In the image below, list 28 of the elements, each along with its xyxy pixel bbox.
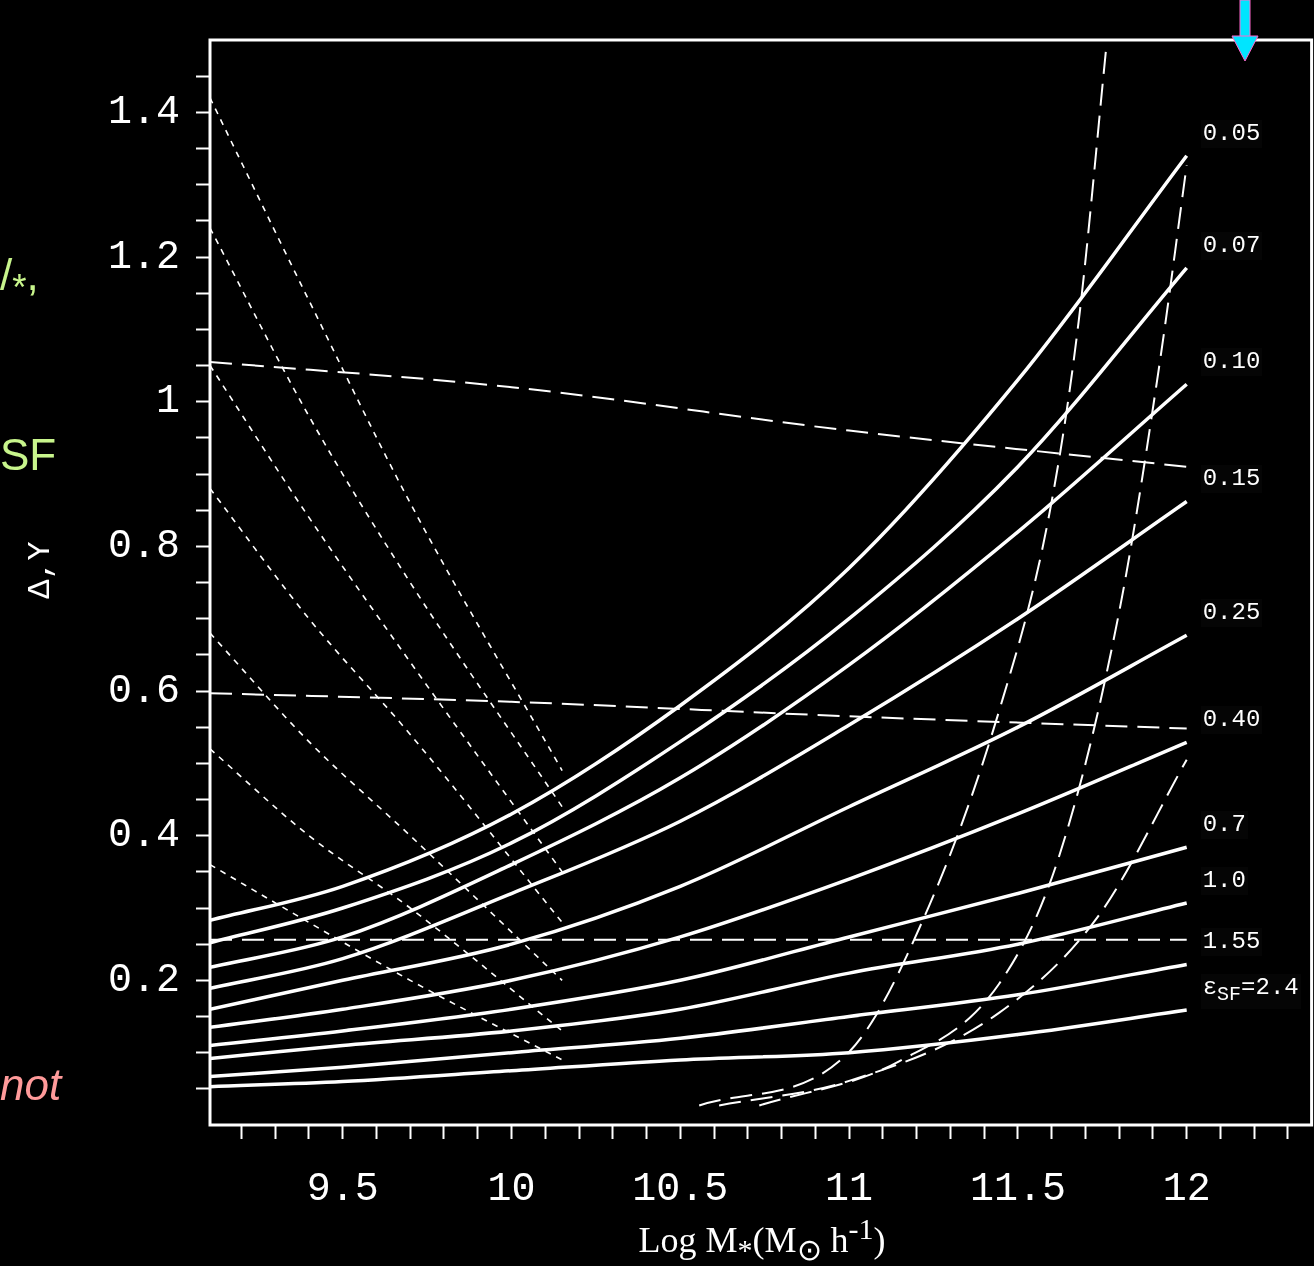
series-label: 0.15 xyxy=(1200,465,1263,494)
series-label: 0.05 xyxy=(1200,119,1263,148)
series-label: 0.07 xyxy=(1200,231,1263,260)
x-tick-label: 12 xyxy=(1162,1166,1211,1212)
y-tick-label: 0.8 xyxy=(107,523,180,569)
text: SF xyxy=(0,430,57,480)
text: /$_{*}$, xyxy=(0,250,39,309)
x-tick-label: 10.5 xyxy=(632,1166,729,1212)
series-label: 0.25 xyxy=(1200,599,1263,628)
x-tick-label: 9.5 xyxy=(306,1166,379,1212)
series-label: 0.40 xyxy=(1200,706,1263,735)
series-label: 1.55 xyxy=(1200,928,1263,957)
x-tick-label: 11 xyxy=(825,1166,874,1212)
y-tick-label: 1.4 xyxy=(107,89,180,135)
series-label: 0.10 xyxy=(1200,348,1263,377)
y-tick-label: 1 xyxy=(155,379,180,425)
text: not xyxy=(0,1060,62,1110)
y-tick-label: 1.2 xyxy=(107,234,180,280)
series-label: ε$_{SF}$=2.4 xyxy=(1200,973,1301,1009)
y-tick-label: 0.6 xyxy=(107,668,180,714)
y-tick-label: 0.2 xyxy=(107,957,180,1003)
series-label: 1.0 xyxy=(1200,866,1248,895)
x-tick-label: 11.5 xyxy=(969,1166,1066,1212)
x-tick-label: 10 xyxy=(487,1166,536,1212)
series-label: 0.7 xyxy=(1200,811,1248,840)
y-axis-title: Δ,Y xyxy=(21,541,59,599)
x-axis-title: Log M$_{*}$(M$_{⊙}$ h$^{-1}$) xyxy=(637,1212,887,1266)
y-tick-label: 0.4 xyxy=(107,813,180,859)
